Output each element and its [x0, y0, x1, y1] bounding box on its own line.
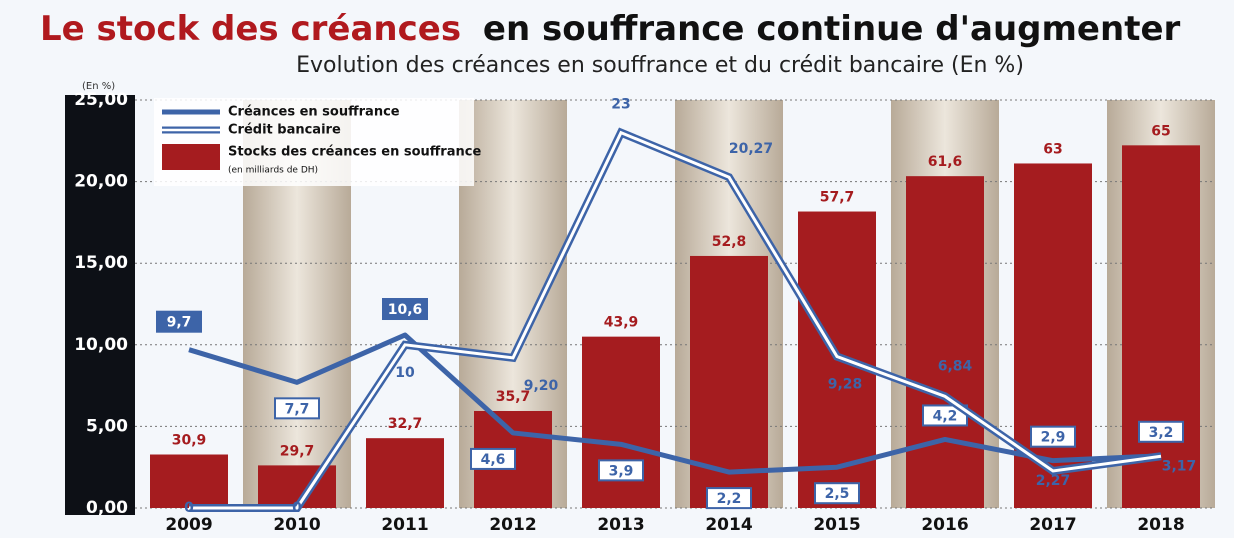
bar-label: 52,8	[712, 234, 747, 250]
title-black: en souffrance continue d'augmenter	[483, 9, 1181, 49]
line-label: 4,6	[481, 452, 506, 468]
line-label: 3,2	[1149, 425, 1174, 441]
x-tick-label: 2018	[1137, 515, 1184, 535]
label-box	[470, 447, 516, 470]
y-tick-label: 25,00	[74, 90, 128, 110]
line	[188, 332, 1162, 475]
chart-title: Le stock des créances en souffrance cont…	[40, 9, 1181, 49]
bar	[150, 454, 228, 508]
x-tick-label: 2013	[597, 515, 644, 535]
line-label: 23	[611, 97, 630, 113]
line-label: 3,17	[1162, 458, 1197, 474]
bar	[1122, 145, 1200, 509]
title-red: Le stock des créances	[40, 9, 461, 49]
line-label: 9,7	[167, 315, 192, 331]
legend-label: Créances en souffrance	[228, 105, 400, 120]
line-label: 7,7	[285, 401, 310, 417]
line-label: 2,27	[1036, 473, 1071, 489]
y-tick-label: 20,00	[74, 172, 128, 192]
bar-label: 63	[1043, 141, 1062, 157]
label-box	[706, 487, 752, 510]
line-label: 0	[184, 500, 194, 516]
line-label: 0	[292, 500, 302, 516]
label-box	[598, 459, 644, 482]
x-tick-label: 2017	[1029, 515, 1076, 535]
bar	[366, 438, 444, 508]
legend-unit: (en milliards de DH)	[228, 166, 318, 176]
bar-label: 29,7	[280, 443, 315, 459]
x-tick-label: 2014	[705, 515, 752, 535]
line-label: 10,6	[388, 302, 423, 318]
label-box	[382, 298, 428, 321]
x-tick-label: 2015	[813, 515, 860, 535]
line-label: 6,84	[938, 358, 973, 374]
line-label: 9,28	[828, 377, 863, 393]
bar-label: 30,9	[172, 433, 207, 449]
bar-label: 35,7	[496, 389, 531, 405]
x-tick-label: 2016	[921, 515, 968, 535]
bar-label: 61,6	[928, 154, 963, 170]
bar-label: 57,7	[820, 190, 855, 206]
y-unit: (En %)	[82, 81, 115, 92]
x-tick-label: 2012	[489, 515, 536, 535]
line-label: 2,5	[825, 486, 850, 502]
label-box	[156, 310, 202, 333]
bar	[582, 336, 660, 508]
line-label: 10	[395, 365, 415, 381]
line-label: 20,27	[729, 141, 773, 157]
y-tick-label: 10,00	[74, 335, 128, 355]
line-label: 2,9	[1041, 430, 1066, 446]
line-inner	[189, 130, 1162, 510]
bar-label: 32,7	[388, 416, 423, 432]
subtitle: Evolution des créances en souffrance et …	[296, 53, 1024, 78]
y-tick-label: 5,00	[86, 416, 128, 436]
bar-label: 43,9	[604, 315, 639, 331]
bar-label: 65	[1151, 123, 1170, 139]
line-label: 9,20	[524, 378, 559, 394]
y-tick-label: 15,00	[74, 253, 128, 273]
label-box	[1030, 425, 1076, 448]
label-box	[814, 482, 860, 505]
y-tick-label: 0,00	[86, 498, 128, 518]
x-tick-label: 2010	[273, 515, 320, 535]
line-label: 4,2	[933, 408, 958, 424]
legend-label: Crédit bancaire	[228, 123, 341, 138]
label-box	[274, 397, 320, 420]
x-tick-label: 2009	[165, 515, 212, 535]
bar	[906, 176, 984, 508]
legend-swatch	[162, 144, 220, 170]
legend-label: Stocks des créances en souffrance	[228, 145, 481, 160]
line-label: 2,2	[717, 491, 742, 507]
y-axis-band	[65, 95, 135, 515]
x-tick-label: 2011	[381, 515, 428, 535]
line-label: 3,9	[609, 463, 634, 479]
label-box	[1138, 420, 1184, 443]
